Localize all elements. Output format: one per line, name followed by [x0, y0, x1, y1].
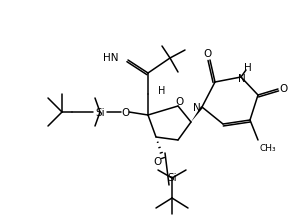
Text: N: N: [238, 74, 246, 84]
Text: N: N: [193, 103, 201, 113]
Text: CH₃: CH₃: [259, 143, 276, 152]
Text: H: H: [158, 86, 165, 96]
Text: O: O: [154, 157, 162, 167]
Polygon shape: [191, 106, 203, 122]
Text: HN: HN: [102, 53, 118, 63]
Text: Si: Si: [167, 173, 177, 183]
Text: H: H: [244, 63, 252, 73]
Text: O: O: [280, 84, 288, 94]
Text: O: O: [121, 108, 129, 118]
Text: O: O: [204, 49, 212, 59]
Text: Si: Si: [95, 108, 105, 118]
Text: O: O: [176, 97, 184, 107]
